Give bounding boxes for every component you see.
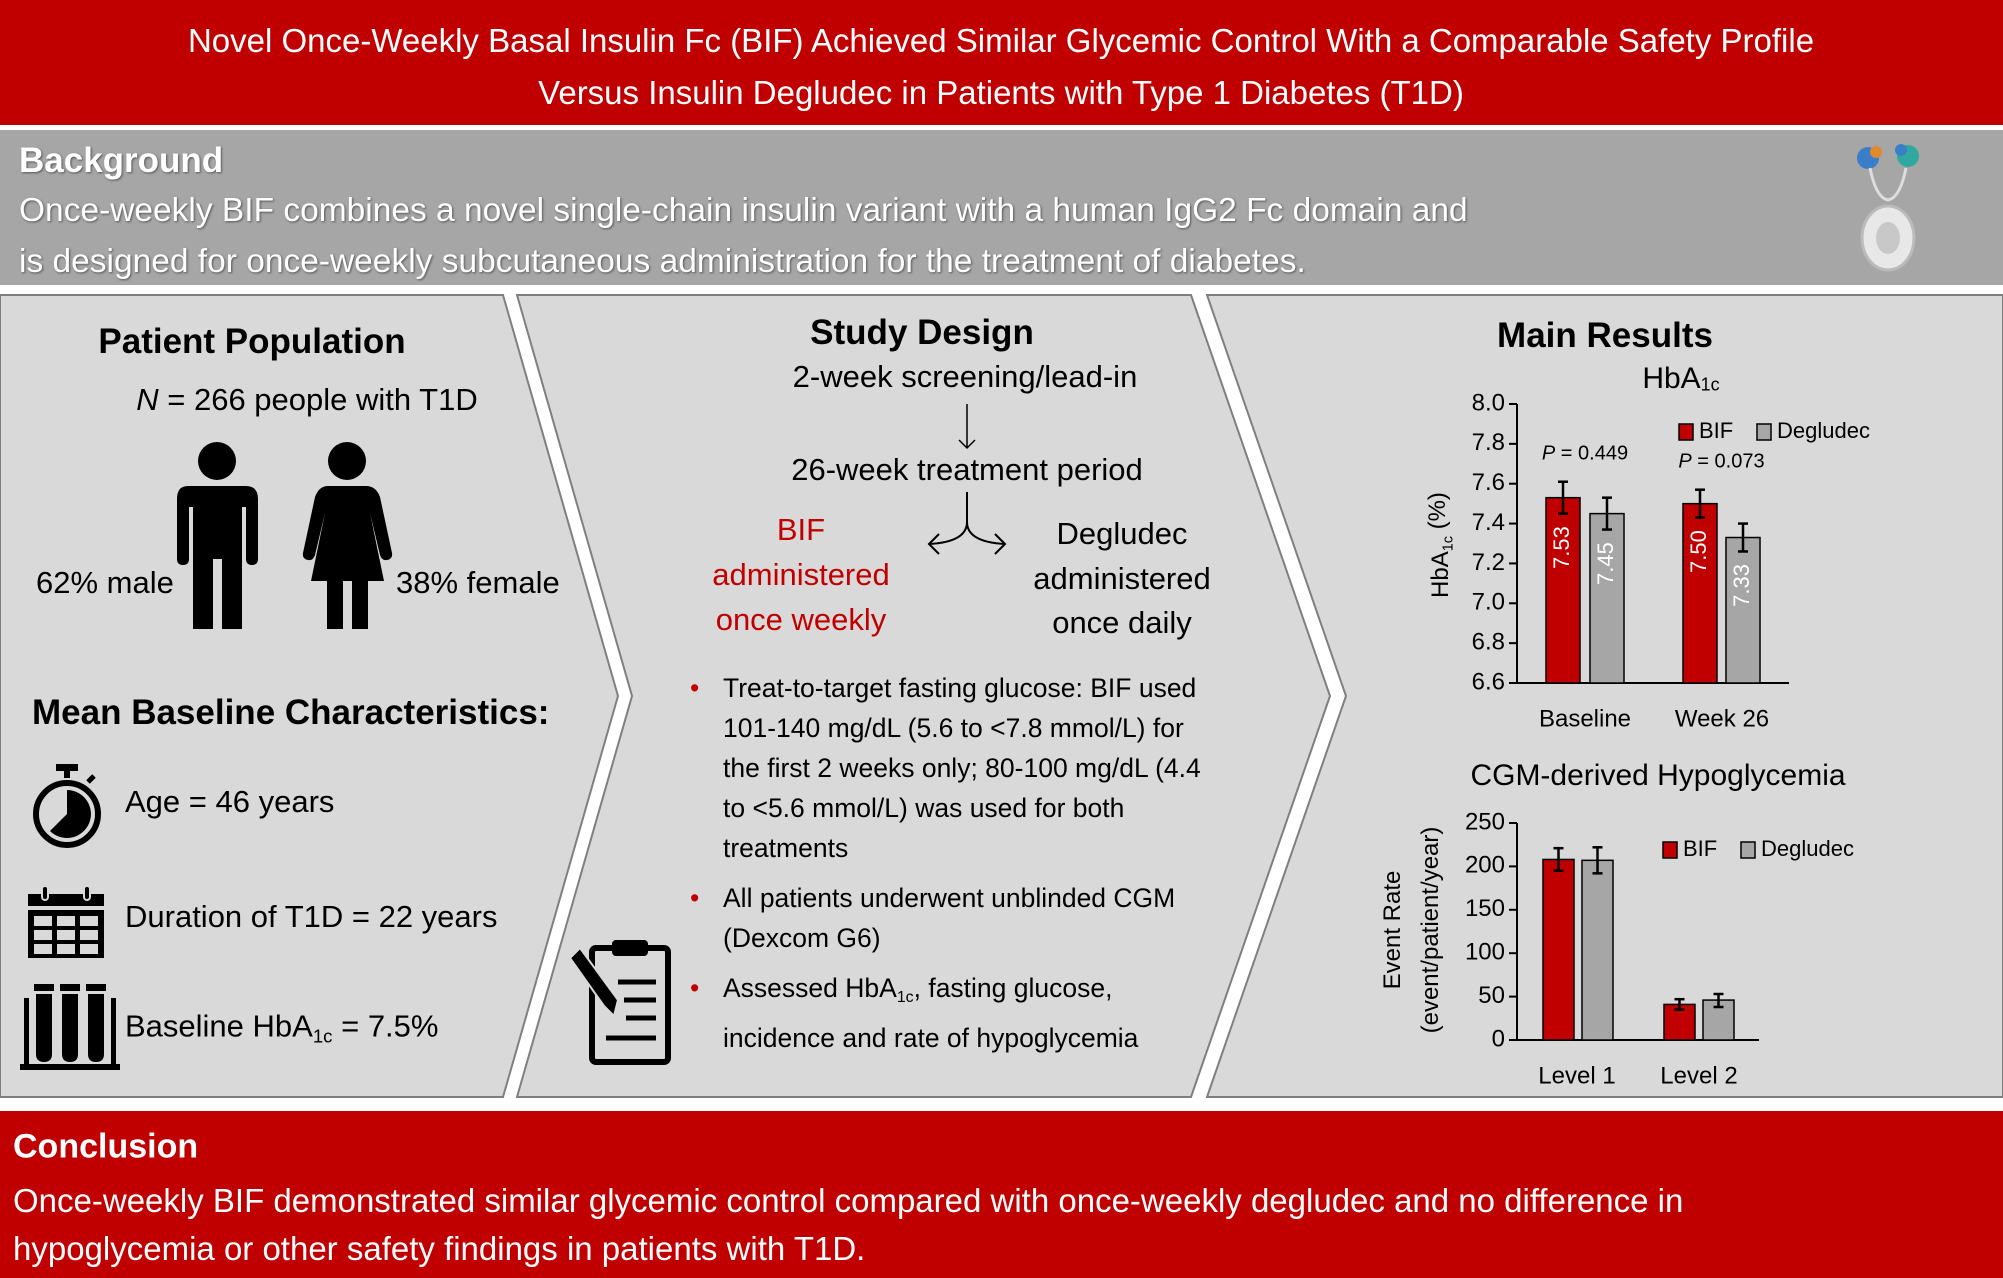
y-tick-label: 150 xyxy=(1465,895,1505,922)
bar-degludec xyxy=(1581,859,1614,1041)
conclusion-heading: Conclusion xyxy=(13,1127,199,1166)
conclusion-line-1: Once-weekly BIF demonstrated similar gly… xyxy=(13,1182,1684,1219)
degludec-arm-line-2: administered xyxy=(1033,561,1211,596)
treatment-step: 26-week treatment period xyxy=(791,452,1143,487)
bar-bif xyxy=(1682,502,1718,684)
background-line-2: is designed for once-weekly subcutaneous… xyxy=(19,243,1306,280)
background-section: Background Once-weekly BIF combines a no… xyxy=(0,130,2003,285)
split-arrow-icon xyxy=(927,492,1007,555)
n-text: = 266 people with T1D xyxy=(158,382,478,417)
legend-swatch-bif xyxy=(1662,841,1678,859)
bar-degludec xyxy=(1589,512,1625,684)
test-tubes-icon xyxy=(20,984,120,1070)
male-percentage: 62% male xyxy=(36,565,174,600)
bullet-item: All patients underwent unblinded CGM (De… xyxy=(690,878,1225,958)
data-label: 7.33 xyxy=(1729,564,1754,607)
chart-title: CGM-derived Hypoglycemia xyxy=(1470,759,1845,792)
y-tick-label: 7.2 xyxy=(1472,549,1505,576)
study-details-list: Treat-to-target fasting glucose: BIF use… xyxy=(690,668,1225,1068)
background-heading: Background xyxy=(19,141,224,180)
study-design-heading: Study Design xyxy=(810,313,1034,352)
age-value: Age = 46 years xyxy=(125,784,335,819)
main-results-panel xyxy=(1205,294,2003,1098)
stopwatch-icon xyxy=(33,764,101,848)
baseline-characteristics-heading: Mean Baseline Characteristics: xyxy=(32,693,550,732)
female-icon xyxy=(302,442,393,629)
y-tick-label: 200 xyxy=(1465,852,1505,879)
bar-degludec xyxy=(1725,536,1761,684)
legend-swatch-degludec xyxy=(1756,423,1772,441)
legend-label-bif: BIF xyxy=(1683,836,1717,861)
x-tick-label: Week 26 xyxy=(1675,705,1769,732)
background-line-1: Once-weekly BIF combines a novel single-… xyxy=(19,192,1468,229)
y-tick-label: 250 xyxy=(1465,808,1505,835)
duration-value: Duration of T1D = 22 years xyxy=(125,899,498,934)
x-tick-label: Level 1 xyxy=(1538,1062,1615,1089)
results-charts: HbA1c 6.6 6.8 7.0 7.2 7.4 7.6 7.8 8.0 Baseline Wee… xyxy=(1379,362,1870,1089)
protein-structure-icon xyxy=(1857,144,1919,272)
bif-arm-line-1: BIF xyxy=(776,512,826,547)
legend-swatch-bif xyxy=(1678,423,1694,441)
y-tick-label: 100 xyxy=(1465,939,1505,966)
male-icon xyxy=(177,442,258,629)
title-line-1: Novel Once-Weekly Basal Insulin Fc (BIF)… xyxy=(187,22,1815,59)
y-axis-label-units: (event/patient/year) xyxy=(1417,827,1444,1034)
conclusion-section: Conclusion Once-weekly BIF demonstrated … xyxy=(0,1111,2003,1278)
y-tick-label: 0 xyxy=(1492,1025,1505,1052)
y-tick-label: 7.0 xyxy=(1472,589,1505,616)
y-tick-label: 8.0 xyxy=(1472,389,1505,416)
x-tick-label: Level 2 xyxy=(1660,1062,1737,1089)
data-label: 7.45 xyxy=(1593,542,1618,585)
bullet-item: Assessed HbA1c, fasting glucose, inciden… xyxy=(690,968,1225,1058)
patient-population-heading: Patient Population xyxy=(98,322,406,361)
y-tick-label: 7.4 xyxy=(1472,509,1505,536)
bif-arm-line-3: once weekly xyxy=(715,602,887,637)
chart-title: HbA1c xyxy=(1642,362,1719,395)
legend-label-bif: BIF xyxy=(1699,418,1733,443)
legend-swatch-degludec xyxy=(1740,841,1756,859)
y-tick-label: 6.8 xyxy=(1472,628,1505,655)
data-label: 7.50 xyxy=(1686,530,1711,573)
p-value-label: P = 0.449 xyxy=(1542,443,1628,465)
down-arrow-icon xyxy=(958,404,976,450)
bar-bif xyxy=(1542,858,1575,1041)
x-tick-label: Baseline xyxy=(1539,705,1631,732)
conclusion-line-2: hypoglycemia or other safety findings in… xyxy=(13,1230,866,1267)
data-label: 7.53 xyxy=(1549,526,1574,569)
degludec-arm-line-1: Degludec xyxy=(1056,516,1188,551)
bif-arm-line-2: administered xyxy=(712,557,890,592)
y-tick-label: 6.6 xyxy=(1472,668,1505,695)
y-axis-label: Event Rate xyxy=(1379,871,1406,990)
bar-bif xyxy=(1545,496,1581,684)
calendar-icon xyxy=(28,886,104,958)
p-value-label: P = 0.073 xyxy=(1678,451,1764,473)
legend-label-degludec: Degludec xyxy=(1777,418,1870,443)
title-line-2: Versus Insulin Degludec in Patients with… xyxy=(538,74,1464,111)
y-tick-label: 50 xyxy=(1478,982,1505,1009)
legend-label-degludec: Degludec xyxy=(1761,836,1854,861)
sample-size: N = 266 people with T1D xyxy=(136,382,478,418)
clipboard-icon xyxy=(568,940,671,1065)
y-axis-label: HbA1c (%) xyxy=(1424,492,1456,598)
n-label: N xyxy=(136,382,159,417)
title-banner: Novel Once-Weekly Basal Insulin Fc (BIF)… xyxy=(0,0,2003,125)
main-results-heading: Main Results xyxy=(1497,316,1713,355)
degludec-arm-line-3: once daily xyxy=(1052,605,1192,640)
screening-step: 2-week screening/lead-in xyxy=(792,359,1138,394)
patient-population-panel xyxy=(0,294,620,1098)
bullet-item: Treat-to-target fasting glucose: BIF use… xyxy=(690,668,1225,868)
female-percentage: 38% female xyxy=(396,565,560,600)
y-tick-label: 7.6 xyxy=(1472,469,1505,496)
baseline-hba1c: Baseline HbA1c = 7.5% xyxy=(125,1008,439,1047)
y-tick-label: 7.8 xyxy=(1472,429,1505,456)
